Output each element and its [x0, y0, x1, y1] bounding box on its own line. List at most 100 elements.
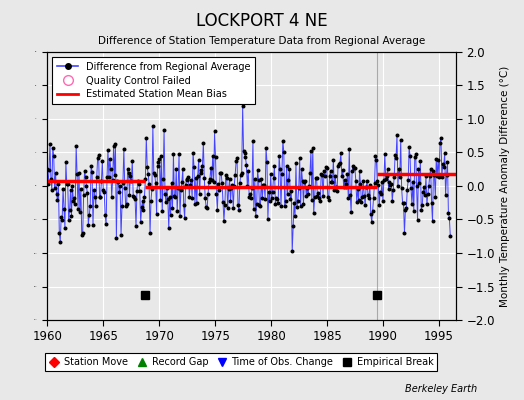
- Point: [331, 173, 340, 180]
- Point: [433, 172, 441, 179]
- Point: [428, 218, 436, 224]
- Point: [49, 145, 57, 152]
- Point: [369, 194, 378, 201]
- Point: [67, 212, 75, 219]
- Point: [100, 189, 108, 195]
- Point: [414, 166, 423, 173]
- Point: [260, 182, 268, 188]
- Point: [342, 181, 351, 188]
- Point: [318, 172, 326, 178]
- Point: [88, 168, 96, 175]
- Point: [184, 174, 193, 180]
- Point: [423, 201, 431, 207]
- Point: [194, 157, 203, 163]
- Point: [169, 151, 178, 158]
- Point: [443, 159, 452, 165]
- Point: [315, 195, 323, 201]
- Point: [106, 166, 115, 172]
- Point: [365, 195, 373, 201]
- Point: [58, 217, 67, 223]
- Point: [69, 198, 78, 204]
- Point: [319, 193, 328, 200]
- Point: [351, 165, 359, 171]
- Point: [60, 206, 68, 212]
- Point: [224, 186, 233, 192]
- Point: [394, 183, 402, 189]
- Point: [43, 165, 51, 172]
- Point: [277, 202, 285, 209]
- Point: [262, 144, 270, 151]
- Point: [104, 147, 112, 153]
- Point: [55, 229, 63, 236]
- Point: [373, 178, 381, 184]
- Point: [419, 188, 428, 195]
- Point: [70, 194, 79, 201]
- Point: [180, 215, 189, 221]
- Point: [417, 207, 425, 213]
- Point: [178, 179, 186, 186]
- Point: [293, 198, 302, 204]
- Point: [346, 191, 354, 198]
- Point: [174, 185, 182, 191]
- Point: [307, 148, 315, 154]
- Point: [98, 157, 106, 164]
- Point: [407, 185, 415, 192]
- Point: [296, 155, 304, 161]
- Point: [105, 174, 113, 180]
- Point: [198, 170, 206, 176]
- Point: [204, 191, 212, 198]
- Point: [188, 195, 196, 202]
- Point: [258, 195, 267, 201]
- Point: [269, 175, 278, 181]
- Point: [228, 182, 236, 188]
- Point: [157, 152, 166, 159]
- Point: [298, 178, 307, 184]
- Point: [103, 174, 111, 181]
- Point: [149, 123, 157, 130]
- Point: [266, 198, 274, 204]
- Point: [392, 154, 400, 161]
- Point: [47, 176, 55, 182]
- Point: [290, 200, 298, 206]
- Point: [425, 173, 434, 179]
- Point: [367, 219, 376, 225]
- Point: [99, 187, 107, 193]
- Point: [349, 163, 357, 169]
- Point: [250, 176, 259, 183]
- Point: [114, 179, 123, 186]
- Point: [73, 171, 81, 178]
- Point: [308, 197, 316, 203]
- Point: [214, 180, 223, 187]
- Point: [328, 179, 336, 185]
- Point: [444, 210, 453, 217]
- Point: [370, 180, 379, 186]
- Point: [306, 170, 314, 176]
- Point: [283, 191, 292, 197]
- Point: [427, 166, 435, 172]
- Point: [82, 183, 91, 189]
- Point: [312, 175, 321, 181]
- Point: [51, 170, 60, 176]
- Point: [49, 152, 58, 159]
- Point: [129, 192, 137, 199]
- Point: [321, 172, 329, 179]
- Point: [206, 164, 215, 171]
- Point: [202, 204, 210, 210]
- Point: [301, 178, 310, 184]
- Point: [440, 164, 448, 170]
- Point: [396, 174, 404, 180]
- Point: [320, 168, 328, 175]
- Point: [78, 232, 86, 238]
- Point: [136, 188, 144, 194]
- Point: [323, 165, 331, 171]
- Point: [97, 178, 106, 184]
- Point: [326, 168, 335, 174]
- Point: [53, 196, 62, 203]
- Point: [85, 212, 93, 218]
- Point: [362, 184, 370, 190]
- Point: [368, 208, 377, 214]
- Point: [322, 164, 330, 170]
- Point: [93, 174, 101, 180]
- Point: [267, 195, 276, 201]
- Point: [401, 207, 410, 214]
